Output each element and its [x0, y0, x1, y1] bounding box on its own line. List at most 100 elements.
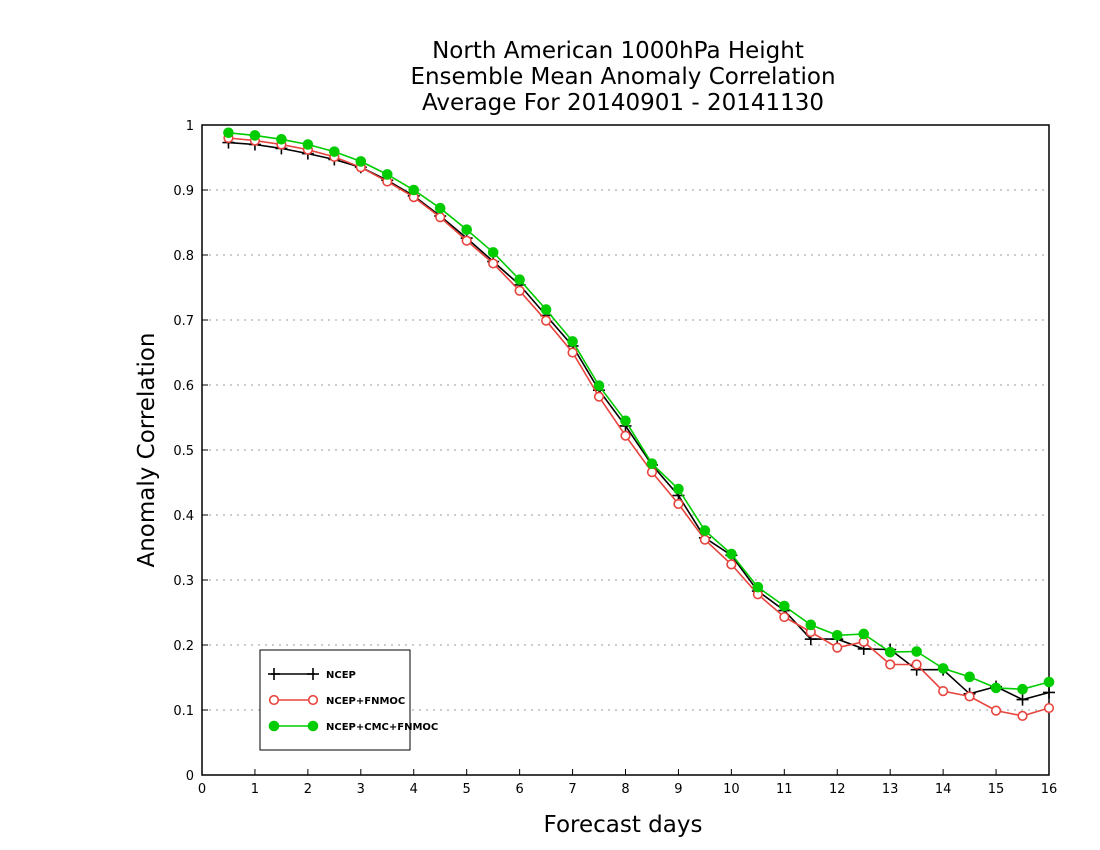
x-tick-label: 5: [463, 782, 471, 797]
data-point-ncep-cmc-fnmoc: [646, 458, 658, 469]
data-point-ncep-fnmoc: [964, 691, 975, 702]
x-tick-label: 13: [882, 782, 899, 797]
y-tick-label: 0.5: [173, 444, 194, 459]
x-axis-ticks: 0 1 2 3 4 5 6 7 8 9 10 11 12 13 14 15 16: [198, 769, 1057, 797]
x-tick-label: 7: [568, 782, 576, 797]
x-tick-label: 11: [776, 782, 793, 797]
data-point-ncep-fnmoc: [1017, 710, 1028, 721]
data-point-ncep-fnmoc: [461, 235, 472, 246]
data-point-ncep-fnmoc: [593, 391, 605, 402]
data-point-ncep-cmc-fnmoc: [726, 548, 737, 560]
y-axis-ticks: 0 0.1 0.2 0.3 0.4 0.5 0.6 0.7 0.8 0.9 1: [173, 119, 208, 784]
legend-label: NCEP+FNMOC: [326, 696, 405, 707]
data-point-ncep-fnmoc: [699, 534, 711, 545]
series-layer: [222, 127, 1055, 721]
data-point-ncep-fnmoc: [990, 705, 1002, 716]
y-axis-label: Anomaly Correlation: [134, 332, 160, 567]
data-point-ncep-fnmoc: [1043, 702, 1055, 714]
x-tick-label: 12: [829, 782, 846, 797]
data-point-ncep-cmc-fnmoc: [302, 139, 314, 150]
data-point-ncep-cmc-fnmoc: [434, 202, 446, 214]
y-tick-label: 0.1: [173, 704, 194, 719]
data-point-ncep-cmc-fnmoc: [937, 663, 949, 674]
data-point-ncep-cmc-fnmoc: [276, 134, 287, 145]
data-point-ncep-fnmoc: [832, 642, 843, 653]
y-tick-label: 0.7: [173, 314, 194, 329]
legend-entry-ncep-cmc-fnmoc: NCEP+CMC+FNMOC: [268, 720, 438, 733]
data-point-ncep-cmc-fnmoc: [805, 619, 817, 631]
x-tick-label: 1: [251, 782, 259, 797]
legend: NCEP NCEP+FNMOC NCEP+CMC+FNMOC: [259, 649, 438, 751]
legend-marker: [307, 694, 319, 706]
data-point-ncep-cmc-fnmoc: [752, 581, 764, 593]
data-point-ncep-cmc-fnmoc: [620, 415, 631, 427]
x-tick-label: 3: [357, 782, 365, 797]
data-point-ncep-cmc-fnmoc: [911, 646, 922, 657]
x-tick-label: 4: [410, 782, 418, 797]
data-point-ncep-fnmoc: [779, 611, 790, 623]
legend-entry-ncep-fnmoc: NCEP+FNMOC: [268, 694, 405, 707]
legend-marker: [307, 668, 319, 680]
y-tick-label: 0.6: [173, 379, 194, 394]
data-point-ncep-fnmoc: [673, 498, 684, 510]
data-point-ncep-cmc-fnmoc: [408, 184, 420, 196]
x-tick-label: 10: [723, 782, 740, 797]
data-point-ncep-cmc-fnmoc: [673, 483, 684, 495]
data-point-ncep-cmc-fnmoc: [381, 169, 393, 180]
data-point-ncep-cmc-fnmoc: [223, 127, 234, 139]
data-point-ncep-fnmoc: [540, 315, 552, 326]
data-point-ncep-cmc-fnmoc: [461, 224, 472, 235]
data-point-ncep-fnmoc: [911, 659, 922, 670]
legend-entry-ncep: NCEP: [268, 668, 356, 681]
x-tick-label: 14: [935, 782, 952, 797]
chart-title: North American 1000hPa Height Ensemble M…: [410, 38, 835, 116]
data-point-ncep-cmc-fnmoc: [1043, 676, 1055, 688]
series-ncep-fnmoc: [223, 132, 1055, 721]
x-axis-label: Forecast days: [544, 812, 703, 838]
chart-title-line-1: North American 1000hPa Height: [432, 38, 804, 64]
data-point-ncep: [1016, 693, 1029, 706]
y-tick-label: 0.8: [173, 249, 194, 264]
y-tick-label: 0.9: [173, 184, 194, 199]
x-tick-label: 2: [304, 782, 312, 797]
data-point-ncep-cmc-fnmoc: [487, 247, 499, 258]
legend-label: NCEP+CMC+FNMOC: [326, 722, 438, 733]
series-ncep-cmc-fnmoc: [223, 127, 1055, 695]
data-point-ncep-fnmoc: [938, 686, 949, 697]
data-point-ncep-cmc-fnmoc: [567, 336, 578, 347]
data-point-ncep-fnmoc: [885, 659, 896, 670]
x-tick-label: 9: [674, 782, 682, 797]
x-tick-label: 15: [988, 782, 1005, 797]
x-tick-label: 0: [198, 782, 206, 797]
chart-title-line-3: Average For 20140901 - 20141130: [422, 90, 824, 116]
data-point-ncep-cmc-fnmoc: [699, 525, 711, 536]
data-point-ncep-cmc-fnmoc: [831, 629, 843, 641]
data-point-ncep-cmc-fnmoc: [540, 304, 552, 315]
y-tick-label: 0: [186, 769, 194, 784]
data-point-ncep: [1043, 686, 1055, 699]
data-point-ncep-fnmoc: [488, 258, 499, 269]
data-point-ncep-cmc-fnmoc: [858, 628, 870, 640]
x-tick-label: 8: [621, 782, 629, 797]
chart-title-line-2: Ensemble Mean Anomaly Correlation: [410, 64, 835, 90]
y-tick-label: 1: [186, 119, 194, 134]
series-ncep: [222, 136, 1055, 706]
x-tick-label: 6: [515, 782, 523, 797]
legend-label: NCEP: [326, 670, 356, 681]
data-point-ncep-cmc-fnmoc: [990, 682, 1002, 694]
data-point-ncep-fnmoc: [620, 430, 631, 441]
data-point-ncep-cmc-fnmoc: [514, 274, 525, 286]
y-tick-label: 0.2: [173, 639, 194, 654]
series-line-ncep: [228, 141, 1050, 701]
series-line-ncep-cmc-fnmoc: [228, 132, 1050, 691]
data-point-ncep-cmc-fnmoc: [329, 146, 340, 157]
data-point-ncep-cmc-fnmoc: [964, 671, 975, 683]
series-line-ncep-fnmoc: [228, 137, 1050, 717]
x-tick-label: 16: [1041, 782, 1058, 797]
data-point-ncep-cmc-fnmoc: [779, 600, 790, 612]
legend-marker: [268, 668, 280, 680]
data-point-ncep-cmc-fnmoc: [593, 380, 605, 391]
data-point-ncep-fnmoc: [646, 467, 658, 478]
data-point-ncep-fnmoc: [435, 212, 446, 223]
